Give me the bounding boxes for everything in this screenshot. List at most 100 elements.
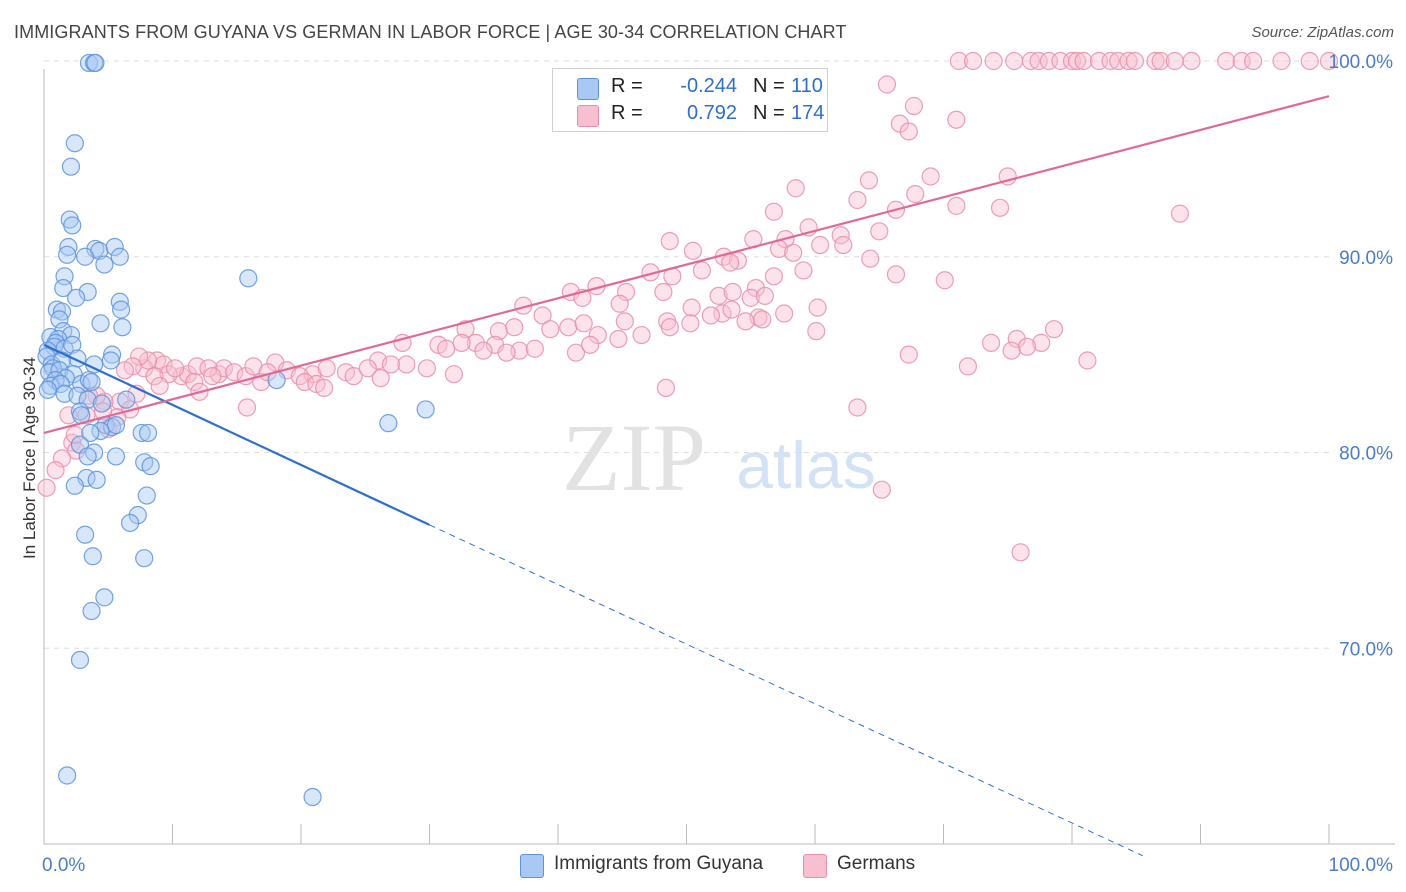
data-point-guyana: [86, 53, 105, 73]
data-point-guyana: [137, 486, 156, 505]
data-point-germans: [848, 190, 867, 210]
data-point-guyana: [132, 423, 151, 443]
data-point-germans: [736, 312, 755, 331]
data-point-germans: [1011, 543, 1030, 562]
data-point-guyana: [78, 282, 97, 302]
data-point-germans: [1032, 333, 1051, 352]
data-point-germans: [541, 320, 560, 339]
data-point-germans: [899, 122, 918, 141]
data-point-germans: [764, 202, 783, 221]
data-point-germans: [209, 365, 228, 384]
data-point-germans: [1002, 341, 1021, 360]
data-point-germans: [1170, 204, 1190, 223]
data-point-guyana: [111, 300, 131, 319]
data-point-guyana: [303, 787, 322, 807]
data-point-germans: [741, 288, 760, 307]
data-point-germans: [381, 355, 401, 374]
legend-n-label: N =: [753, 102, 785, 124]
watermark-zip: ZIP: [562, 404, 706, 511]
data-point-guyana: [95, 255, 114, 274]
data-point-germans: [861, 249, 880, 268]
data-point-germans: [1125, 51, 1145, 71]
data-point-germans: [37, 478, 56, 497]
legend-swatch-guyana: [577, 78, 599, 100]
data-point-germans: [681, 314, 700, 333]
data-point-guyana: [128, 506, 147, 525]
data-point-germans: [1165, 51, 1184, 71]
data-point-guyana: [65, 476, 84, 495]
data-point-germans: [656, 378, 676, 398]
data-point-germans: [764, 267, 783, 286]
legend-r-value: -0.244: [680, 75, 737, 97]
data-point-germans: [165, 359, 185, 378]
data-point-germans: [1119, 51, 1138, 71]
data-point-germans: [692, 261, 712, 280]
data-point-germans: [317, 359, 336, 378]
data-point-germans: [722, 300, 741, 319]
data-point-guyana: [120, 513, 140, 533]
data-point-guyana: [65, 134, 84, 153]
y-tick-label: 90.0%: [1339, 248, 1393, 269]
legend-swatch-germans: [803, 854, 827, 878]
data-point-guyana: [95, 588, 114, 607]
data-point-guyana: [91, 314, 110, 333]
data-point-germans: [237, 398, 257, 417]
data-point-germans: [1029, 51, 1048, 71]
data-point-guyana: [58, 766, 77, 785]
data-point-guyana: [113, 318, 132, 337]
data-point-germans: [1068, 51, 1087, 71]
data-point-germans: [574, 314, 593, 333]
data-point-germans: [870, 222, 889, 241]
data-point-germans: [59, 406, 78, 425]
data-point-germans: [834, 235, 853, 255]
chart-title: IMMIGRANTS FROM GUYANA VS GERMAN IN LABO…: [14, 22, 847, 42]
watermark-atlas: atlas: [736, 428, 875, 502]
data-point-germans: [525, 339, 544, 358]
legend-n-value: 174: [791, 102, 825, 124]
data-point-germans: [935, 271, 954, 290]
data-point-germans: [617, 282, 636, 302]
data-point-guyana: [106, 415, 126, 435]
data-point-guyana: [105, 237, 124, 257]
data-point-guyana: [38, 380, 57, 399]
data-point-germans: [588, 325, 607, 345]
data-point-guyana: [92, 394, 111, 413]
data-point-guyana: [416, 400, 435, 419]
data-point-germans: [921, 167, 940, 186]
data-point-germans: [683, 241, 703, 260]
data-point-guyana: [61, 157, 81, 176]
y-tick-label: 70.0%: [1339, 639, 1393, 660]
data-point-germans: [632, 325, 651, 345]
legend-n-label: N =: [753, 75, 785, 97]
data-point-guyana: [101, 351, 120, 370]
data-point-guyana: [82, 372, 101, 392]
data-point-guyana: [138, 423, 158, 443]
data-point-germans: [660, 231, 679, 251]
data-point-germans: [859, 171, 879, 190]
data-point-germans: [610, 294, 629, 313]
data-point-germans: [358, 359, 377, 378]
data-point-germans: [371, 369, 390, 388]
data-point-germans: [187, 357, 207, 376]
data-point-germans: [444, 365, 464, 384]
data-point-guyana: [110, 247, 129, 266]
data-point-germans: [150, 376, 169, 396]
data-point-germans: [417, 359, 437, 378]
data-point-guyana: [106, 447, 126, 466]
data-point-germans: [808, 298, 827, 317]
legend-r-label: R =: [611, 75, 643, 97]
data-point-germans: [581, 335, 600, 354]
data-point-germans: [397, 355, 416, 374]
data-point-germans: [466, 333, 485, 352]
trend-line-germans: [43, 95, 1330, 434]
legend-label-germans: Germans: [837, 853, 916, 874]
data-point-germans: [474, 341, 493, 360]
data-point-germans: [1217, 51, 1236, 71]
data-point-germans: [723, 282, 742, 302]
trend-line-guyana: [43, 343, 430, 526]
data-point-germans: [1244, 51, 1263, 71]
data-point-germans: [566, 343, 586, 362]
data-point-germans: [1074, 51, 1093, 71]
data-point-guyana: [135, 549, 154, 568]
data-point-germans: [753, 310, 772, 329]
